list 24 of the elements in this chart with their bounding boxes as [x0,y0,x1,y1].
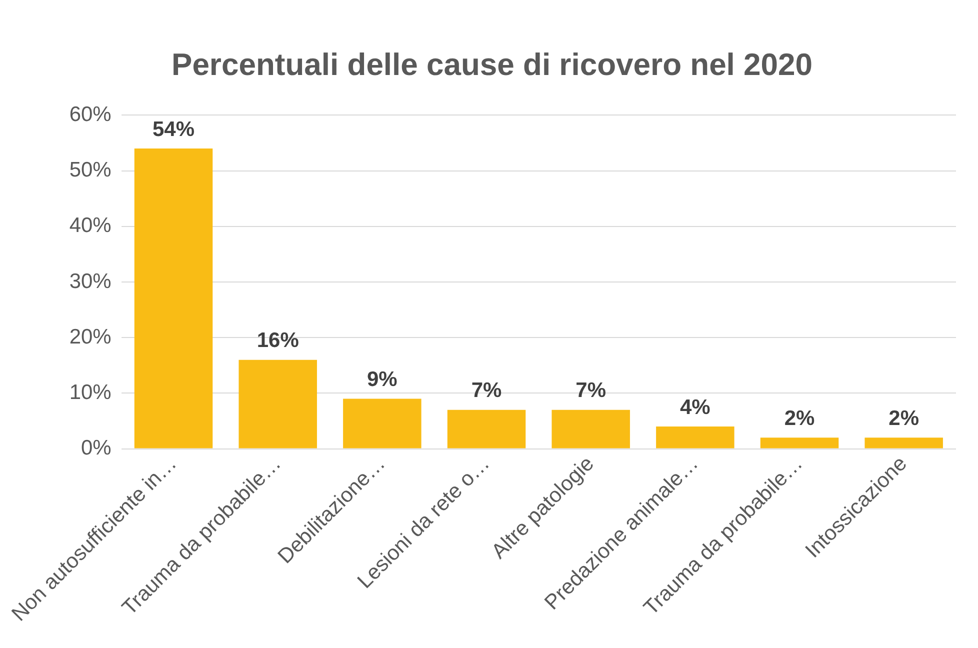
bar [552,410,630,448]
data-label: 7% [576,379,606,402]
y-tick-label: 20% [69,325,112,348]
data-label: 4% [680,396,711,419]
data-label: 16% [256,329,300,352]
data-label: 7% [471,379,502,402]
bar [238,360,317,448]
bar [760,438,839,448]
y-tick-label: 60% [69,102,112,126]
bar [864,438,943,448]
bar [447,410,526,448]
data-label: 9% [367,368,398,392]
data-label: 2% [888,406,920,430]
data-label: 54% [152,118,195,141]
bar [656,426,734,448]
y-tick-label: 50% [69,158,112,182]
y-tick-label: 0% [80,436,112,460]
bar [343,398,422,448]
y-tick-label: 30% [69,270,112,293]
y-tick-label: 40% [69,214,112,238]
bar [134,148,213,448]
chart-title: Percentuali delle cause di ricovero nel 2020 [172,47,812,82]
data-label: 2% [784,406,816,430]
y-tick-label: 10% [69,380,112,404]
